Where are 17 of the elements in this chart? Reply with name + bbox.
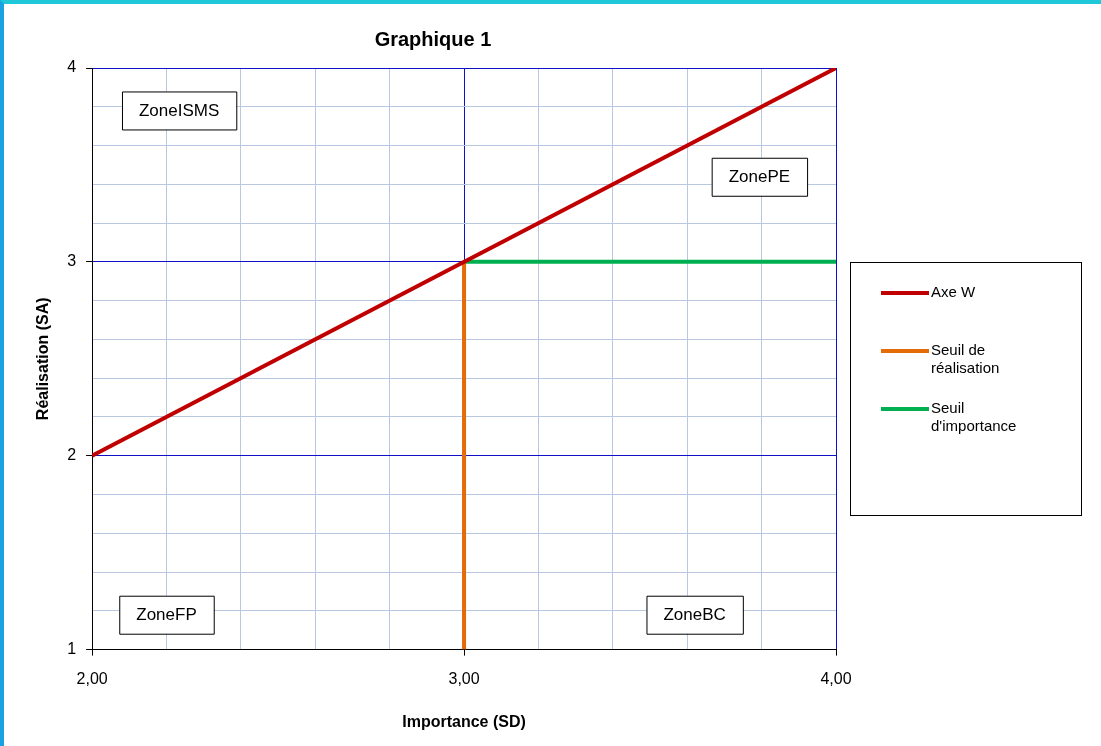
- annotation: ZoneISMS: [138, 101, 220, 121]
- annotation: ZoneBC: [663, 605, 726, 625]
- x-tick-label: 4,00: [820, 669, 852, 687]
- y-tick-label: 3: [67, 252, 77, 270]
- y-tick-label: 1: [67, 640, 77, 658]
- annotation: ZonePE: [728, 167, 791, 187]
- legend-label: Axe W: [931, 283, 977, 301]
- chart-title: Graphique 1: [374, 27, 492, 50]
- x-tick-label: 2,00: [76, 669, 108, 687]
- y-tick-label: 4: [67, 58, 77, 76]
- x-tick-label: 3,00: [448, 669, 480, 687]
- legend-label: Seuil d'importance: [931, 399, 1018, 435]
- annotation: ZoneFP: [136, 605, 197, 625]
- legend-label: Seuil de réalisation: [931, 341, 1001, 377]
- y-tick-label: 2: [67, 446, 77, 464]
- x-axis-title: Importance (SD): [402, 712, 526, 730]
- y-axis-title: Réalisation (SA): [34, 297, 52, 421]
